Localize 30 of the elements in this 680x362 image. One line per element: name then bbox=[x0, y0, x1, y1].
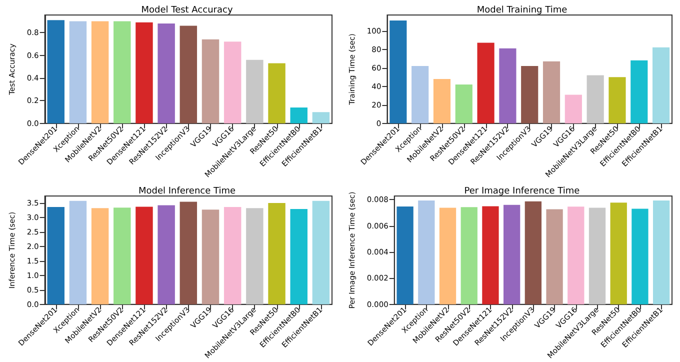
bar bbox=[91, 21, 109, 124]
chart-title: Model Test Accuracy bbox=[141, 6, 234, 16]
bar bbox=[290, 108, 308, 124]
bar bbox=[224, 42, 242, 124]
bar bbox=[630, 60, 648, 124]
bar bbox=[477, 42, 494, 124]
bar bbox=[312, 112, 330, 124]
bar bbox=[390, 20, 407, 124]
chart-title: Per Image Inference Time bbox=[464, 186, 580, 196]
chart-title: Model Training Time bbox=[476, 6, 568, 16]
bar bbox=[268, 63, 286, 124]
bar bbox=[652, 47, 670, 124]
bar bbox=[455, 84, 472, 124]
bar bbox=[202, 39, 220, 124]
bar bbox=[180, 26, 198, 124]
chart-title: Model Inference Time bbox=[138, 186, 236, 196]
bar bbox=[564, 94, 582, 124]
bar bbox=[586, 75, 604, 124]
bar bbox=[47, 20, 64, 124]
bar bbox=[412, 66, 429, 124]
bar bbox=[158, 24, 175, 124]
bar bbox=[114, 21, 131, 124]
bar bbox=[433, 78, 451, 124]
bar bbox=[608, 77, 626, 124]
bar bbox=[521, 66, 538, 124]
bar bbox=[542, 61, 560, 124]
bar bbox=[499, 48, 516, 124]
bar bbox=[246, 60, 264, 124]
bar bbox=[69, 21, 87, 124]
bar bbox=[136, 22, 153, 124]
